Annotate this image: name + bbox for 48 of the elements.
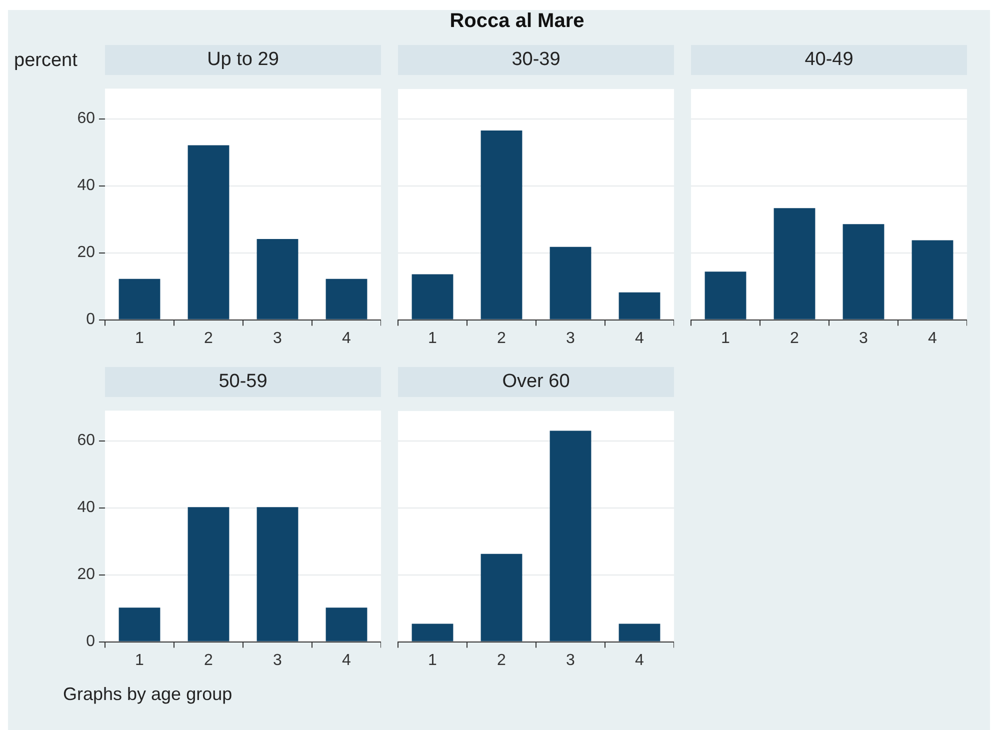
y-tick-label: 0 [86, 633, 96, 650]
x-tick-label: 4 [635, 652, 644, 669]
bar [842, 224, 884, 320]
x-tick-label: 3 [273, 652, 282, 669]
x-tick-label: 3 [859, 330, 868, 347]
bar [256, 239, 298, 320]
text: Rocca al Mare [448, 10, 586, 33]
y-axis-title: percent [14, 50, 78, 72]
bar [618, 292, 660, 320]
x-tick-label: 2 [497, 330, 506, 347]
x-tick-label: 1 [135, 652, 144, 669]
chart-title: Over 60 [398, 367, 674, 397]
y-tick-label: 60 [77, 110, 96, 128]
x-tick-label: 4 [928, 330, 938, 347]
bar [704, 272, 746, 320]
chart-title: Up to 29 [105, 45, 381, 75]
bar [326, 278, 368, 320]
y-tick-label: 0 [86, 311, 96, 328]
x-tick-label: 2 [790, 330, 800, 347]
chart-title: 30-39 [398, 45, 674, 75]
y-tick-label: 20 [77, 566, 96, 584]
x-tick-label: 2 [497, 652, 506, 669]
x-tick-label: 3 [273, 330, 282, 347]
text: Graphs by age group [63, 684, 232, 705]
x-tick-label: 2 [204, 330, 214, 347]
y-tick-label: 40 [77, 499, 96, 516]
chart-title: 50-59 [105, 367, 381, 397]
bar [188, 145, 230, 320]
x-tick-label: 3 [566, 652, 576, 669]
x-tick-label: 1 [721, 330, 730, 347]
x-tick-label: 4 [342, 652, 352, 669]
x-tick-label: 3 [566, 330, 576, 347]
bar [480, 130, 522, 320]
bar [412, 274, 454, 320]
bar [118, 278, 160, 320]
x-tick-label: 1 [428, 652, 438, 669]
bar [774, 208, 816, 320]
x-tick-label: 2 [204, 652, 214, 669]
chart-title: 40-49 [691, 45, 967, 75]
bar [912, 240, 954, 320]
y-tick-label: 60 [77, 432, 96, 450]
x-tick-label: 4 [635, 330, 644, 347]
x-tick-label: 1 [428, 330, 438, 347]
y-tick-label: 40 [77, 177, 96, 194]
x-tick-label: 4 [342, 330, 352, 347]
x-tick-label: 1 [135, 330, 144, 347]
bar [550, 246, 592, 320]
y-tick-label: 20 [77, 244, 96, 262]
